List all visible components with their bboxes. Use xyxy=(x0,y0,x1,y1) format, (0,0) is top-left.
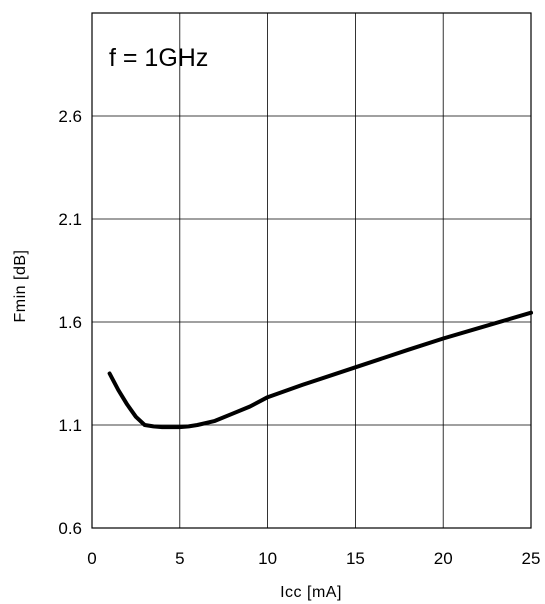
y-tick-label: 1.1 xyxy=(58,416,82,435)
y-tick-label: 2.1 xyxy=(58,210,82,229)
y-tick-label: 0.6 xyxy=(58,519,82,538)
y-tick-label: 2.6 xyxy=(58,107,82,126)
x-tick-label: 0 xyxy=(87,549,96,568)
series-layer xyxy=(107,310,533,430)
y-tick-label: 1.6 xyxy=(58,313,82,332)
x-tick-labels: 0 5 10 15 20 25 xyxy=(87,549,540,568)
x-tick-label: 20 xyxy=(434,549,453,568)
plot-frame xyxy=(91,12,532,529)
x-tick-label: 5 xyxy=(175,549,184,568)
x-tick-label: 15 xyxy=(346,549,365,568)
x-axis-label: Icc [mA] xyxy=(280,584,342,601)
grid xyxy=(91,13,532,529)
frequency-annotation: f = 1GHz xyxy=(109,44,208,72)
y-tick-labels: 0.6 1.1 1.6 2.1 2.6 xyxy=(58,107,82,538)
x-tick-label: 25 xyxy=(522,549,541,568)
y-axis-label: Fmin [dB] xyxy=(12,250,29,323)
series-line xyxy=(107,310,533,430)
x-tick-label: 10 xyxy=(258,549,277,568)
